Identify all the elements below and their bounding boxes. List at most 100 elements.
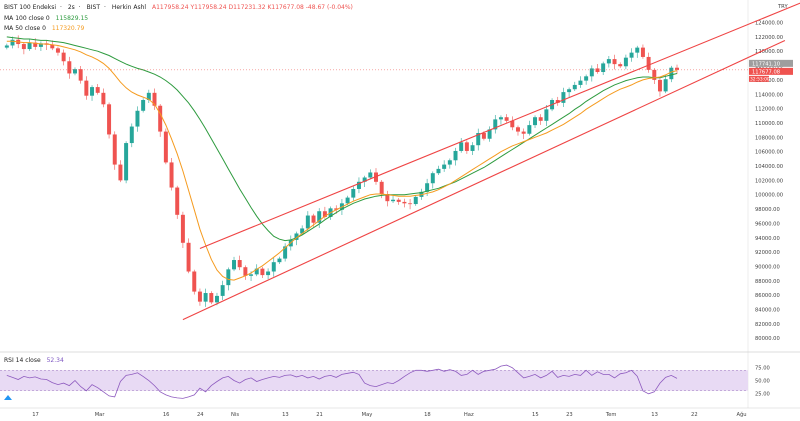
candle-body — [129, 126, 134, 144]
x-tick-label: Nis — [231, 412, 239, 418]
ohlc-values: A117958.24 Y117958.24 D117231.32 K117677… — [152, 4, 353, 11]
candle-body — [652, 69, 657, 80]
candle-body — [402, 201, 407, 204]
candle-body — [169, 162, 174, 188]
candle-body — [38, 43, 43, 47]
symbol-name[interactable]: BIST 100 Endeksi — [4, 4, 56, 11]
candle-body — [277, 258, 282, 263]
y-tick-label: 84000.00 — [755, 308, 780, 314]
price-tag-gray-text: 117741.10 — [752, 61, 780, 67]
rsi-tick-label: 50.00 — [755, 379, 770, 385]
candle-body — [61, 52, 66, 62]
candle-body — [504, 117, 509, 121]
candle-body — [112, 134, 117, 165]
candle-body — [163, 131, 168, 163]
x-tick-label: 13 — [282, 412, 289, 418]
candle-body — [669, 67, 674, 80]
price-tag-badge-text: 32:53:00 — [750, 76, 770, 82]
candle-body — [266, 271, 271, 276]
candle-body — [141, 100, 146, 111]
candle-body — [351, 188, 356, 198]
x-tick-label: 16 — [163, 412, 170, 418]
candle-body — [510, 120, 515, 128]
legend-ma50[interactable]: MA 50 close 0 117320.79 — [4, 25, 88, 32]
candle-body — [379, 181, 384, 195]
candle-body — [493, 119, 498, 130]
candle-body — [118, 164, 123, 181]
y-tick-label: 122000.00 — [755, 35, 783, 41]
rsi-tick-label: 25.00 — [755, 391, 770, 397]
y-tick-label: 106000.00 — [755, 150, 783, 156]
y-tick-label: 112000.00 — [755, 107, 783, 113]
y-tick-label: 80000.00 — [755, 336, 780, 342]
candle-body — [675, 67, 679, 70]
candle-body — [623, 57, 628, 67]
candle-body — [538, 117, 543, 121]
channel-upper-line — [199, 2, 800, 250]
y-tick-label: 82000.00 — [755, 322, 780, 328]
candle-body — [237, 260, 242, 268]
legend-rsi[interactable]: RSI 14 close 52.34 — [4, 357, 68, 364]
candle-body — [186, 242, 191, 272]
candle-body — [84, 80, 89, 96]
y-tick-label: 98000.00 — [755, 207, 780, 213]
candle-body — [260, 268, 265, 276]
candle-body — [385, 194, 390, 202]
candle-body — [27, 42, 32, 50]
candle-body — [555, 100, 560, 103]
candle-body — [345, 197, 350, 204]
candle-body — [294, 233, 299, 240]
candle-body — [595, 68, 600, 73]
candle-body — [442, 164, 447, 169]
candle-body — [362, 177, 367, 182]
ma50-label: MA 50 close 0 — [4, 25, 46, 32]
candle-body — [413, 196, 418, 205]
candle-body — [589, 68, 594, 77]
candle-body — [567, 89, 572, 93]
ma100-value: 115829.15 — [55, 15, 89, 22]
candle-body — [124, 143, 129, 181]
candle-body — [578, 80, 583, 85]
candle-body — [317, 211, 322, 223]
candle-body — [232, 260, 237, 270]
y-tick-label: 116000.00 — [755, 78, 783, 84]
candle-body — [203, 293, 208, 302]
candle-body — [158, 105, 163, 132]
candle-body — [356, 181, 361, 189]
candle-body — [107, 104, 112, 135]
logo-shape — [4, 395, 12, 400]
legend-ma100[interactable]: MA 100 close 0 115829.15 — [4, 15, 92, 22]
candle-body — [447, 160, 452, 165]
x-tick-label: 13 — [651, 412, 658, 418]
interval[interactable]: 2s — [67, 4, 75, 11]
candle-body — [243, 267, 248, 276]
x-tick-label: 24 — [197, 412, 204, 418]
candle-body — [135, 110, 140, 127]
candle-body — [470, 145, 475, 151]
y-tick-label: 102000.00 — [755, 178, 783, 184]
candle-body — [584, 76, 589, 81]
candle-body — [214, 295, 219, 303]
x-tick-label: 17 — [32, 412, 39, 418]
candle-body — [4, 45, 9, 48]
candle-body — [209, 293, 214, 303]
candle-body — [629, 52, 634, 58]
y-tick-label: 114000.00 — [755, 92, 783, 98]
session: Herkin Ashl — [111, 4, 147, 11]
candles-group — [4, 35, 679, 307]
candle-body — [67, 61, 72, 74]
y-tick-label: 88000.00 — [755, 279, 780, 285]
candle-body — [640, 47, 645, 57]
candle-body — [21, 44, 26, 50]
candle-body — [249, 274, 254, 276]
candle-body — [78, 69, 83, 81]
candle-body — [152, 92, 157, 106]
candle-body — [334, 208, 339, 210]
candle-body — [430, 173, 435, 184]
y-tick-label: 120000.00 — [755, 49, 783, 55]
y-tick-label: 104000.00 — [755, 164, 783, 170]
x-tick-label: Tem — [605, 412, 617, 418]
